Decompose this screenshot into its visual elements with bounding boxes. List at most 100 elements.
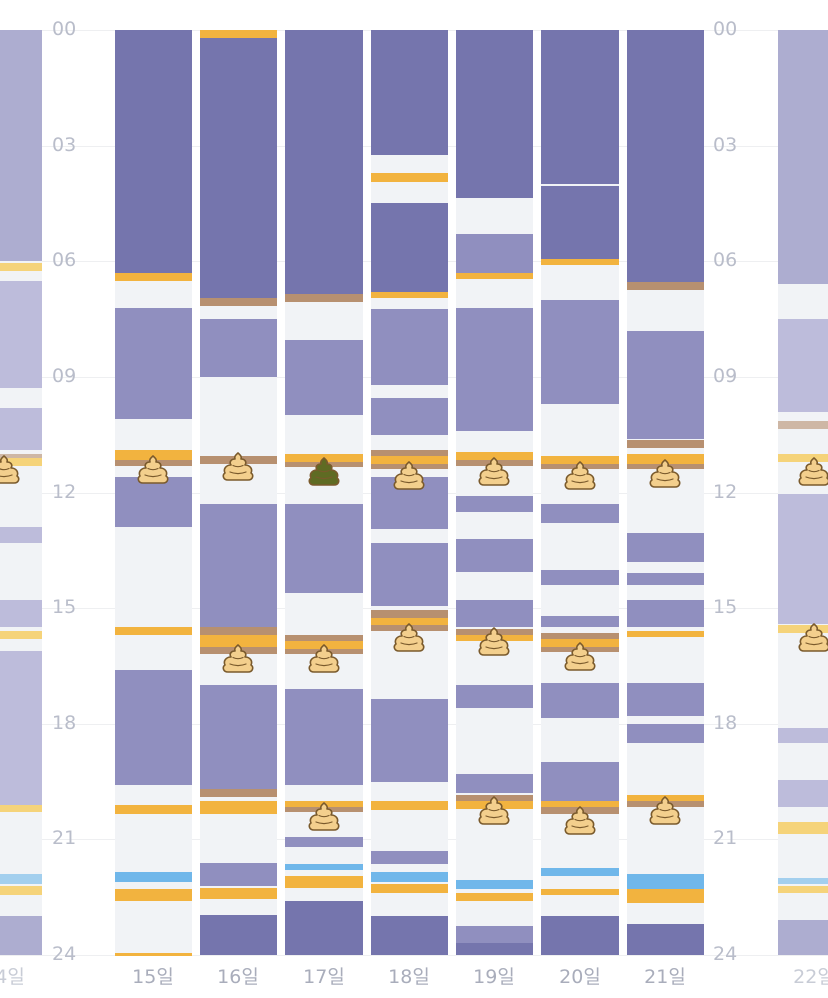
- feed-segment: [456, 452, 533, 460]
- feed-segment: [115, 272, 192, 281]
- feed-segment: [200, 887, 277, 900]
- gridline: [0, 955, 828, 956]
- nap-segment: [200, 862, 277, 886]
- nap-segment: [371, 850, 448, 865]
- feed-segment: [115, 804, 192, 815]
- poop-icon: [136, 454, 170, 485]
- nap-segment: [115, 669, 192, 786]
- nap-segment: [456, 234, 533, 273]
- nap-segment: [115, 307, 192, 420]
- sleep-segment: [541, 916, 619, 955]
- day-label: 19일: [473, 966, 515, 988]
- poop-icon: [307, 643, 341, 674]
- feed-segment: [541, 889, 619, 896]
- nap-segment: [456, 538, 533, 572]
- nap-segment: [541, 569, 619, 585]
- feed-segment: [200, 30, 277, 39]
- poop-icon: [392, 460, 426, 490]
- poop-icon: [477, 626, 511, 656]
- sleep-segment: [778, 30, 828, 285]
- sleep-segment: [200, 914, 277, 955]
- diaper-segment: [627, 282, 704, 291]
- feed-segment: [627, 631, 704, 638]
- nap-segment: [456, 307, 533, 431]
- feed-segment: [778, 885, 828, 894]
- nap-segment: [778, 727, 828, 743]
- feed-segment: [541, 259, 619, 266]
- hour-tick-label-left: 15: [52, 596, 77, 619]
- hour-tick-label-left: 21: [52, 827, 77, 850]
- feed-segment: [200, 800, 277, 815]
- nap-segment: [0, 527, 42, 543]
- diaper-segment: [285, 635, 363, 641]
- diaper-segment: [371, 610, 448, 618]
- nap-segment: [0, 407, 42, 451]
- feed-segment: [285, 875, 363, 888]
- bath-segment: [627, 874, 704, 890]
- day-label: 14일: [0, 966, 25, 988]
- feed-segment: [371, 455, 448, 464]
- nap-segment: [285, 504, 363, 593]
- day-label: 18일: [388, 966, 430, 988]
- nap-segment: [200, 504, 277, 628]
- diaper-segment: [778, 421, 828, 429]
- bath-segment: [285, 864, 363, 871]
- poop-icon: [307, 801, 341, 832]
- hour-tick-label-right: 21: [713, 827, 738, 850]
- hour-tick-label-right: 12: [713, 480, 738, 503]
- hour-tick-label-left: 09: [52, 364, 77, 387]
- bath-segment: [0, 874, 42, 884]
- feed-segment: [0, 631, 42, 639]
- day-label: 15일: [132, 966, 174, 988]
- feed-segment: [371, 883, 448, 894]
- nap-segment: [371, 542, 448, 607]
- hour-tick-label-right: 09: [713, 364, 738, 387]
- feed-segment: [456, 893, 533, 902]
- feed-segment: [0, 804, 42, 813]
- sleep-segment: [285, 901, 363, 955]
- nap-segment: [456, 773, 533, 794]
- sleep-segment: [541, 186, 619, 260]
- feed-segment: [627, 889, 704, 903]
- poop-icon: [648, 458, 682, 489]
- diaper-segment: [371, 450, 448, 456]
- nap-segment: [0, 280, 42, 389]
- hour-tick-label-right: 06: [713, 249, 738, 272]
- nap-segment: [0, 600, 42, 628]
- nap-segment: [371, 309, 448, 385]
- feed-segment: [541, 800, 619, 807]
- nap-segment: [778, 779, 828, 807]
- sleep-segment: [456, 30, 533, 198]
- nap-segment: [627, 573, 704, 585]
- nap-segment: [285, 340, 363, 416]
- sleep-segment: [0, 916, 42, 955]
- sleep-segment: [200, 38, 277, 298]
- bath-segment: [371, 872, 448, 882]
- bath-segment: [541, 868, 619, 876]
- diaper-segment: [627, 440, 704, 449]
- nap-segment: [627, 532, 704, 562]
- poop-icon: [563, 641, 597, 672]
- feed-segment: [371, 617, 448, 626]
- sleep-segment: [456, 943, 533, 955]
- nap-segment: [285, 689, 363, 786]
- feed-segment: [778, 453, 828, 462]
- hour-tick-label-left: 18: [52, 711, 77, 734]
- nap-segment: [541, 504, 619, 524]
- day-label: 17일: [303, 966, 345, 988]
- poop-icon: [563, 460, 597, 490]
- hour-tick-label-left: 12: [52, 480, 77, 503]
- poop-icon: [797, 622, 828, 652]
- feed-segment: [200, 635, 277, 647]
- poop-icon: [221, 643, 255, 674]
- nap-segment: [541, 683, 619, 718]
- feed-segment: [778, 822, 828, 834]
- feed-segment: [115, 627, 192, 636]
- nap-segment: [456, 600, 533, 628]
- diaper-segment: [0, 453, 42, 458]
- diaper-segment: [200, 297, 277, 306]
- hour-tick-label-right: 03: [713, 133, 738, 156]
- nap-segment: [115, 477, 192, 528]
- feed-segment: [0, 885, 42, 896]
- nap-segment: [200, 319, 277, 377]
